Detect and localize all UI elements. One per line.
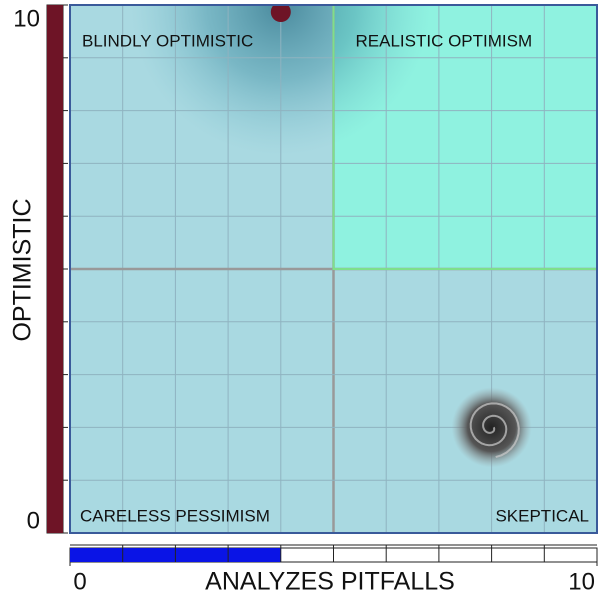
y-axis-label: OPTIMISTIC <box>9 198 37 341</box>
quadrant-label: SKEPTICAL <box>495 506 589 525</box>
y-tick-label: 0 <box>27 507 40 534</box>
x-tick-label: 10 <box>568 568 595 595</box>
x-tick-label: 0 <box>73 568 86 595</box>
quadrant-label: BLINDLY OPTIMISTIC <box>82 31 253 50</box>
y-gauge-fill <box>47 5 63 533</box>
plot-area: BLINDLY OPTIMISTIC REALISTIC OPTIMISM CARE… <box>70 0 597 533</box>
page: {"chart_data": { "type": "quadrant", "xl… <box>0 0 599 597</box>
quadrant <box>70 269 334 533</box>
x-axis-label: ANALYZES PITFALLS <box>205 568 455 596</box>
y-tick-label: 10 <box>13 5 40 32</box>
chart: BLINDLY OPTIMISTIC REALISTIC OPTIMISM CARE… <box>0 0 599 597</box>
quadrant-label: REALISTIC OPTIMISM <box>356 31 533 50</box>
quadrant-label: CARELESS PESSIMISM <box>80 506 270 525</box>
